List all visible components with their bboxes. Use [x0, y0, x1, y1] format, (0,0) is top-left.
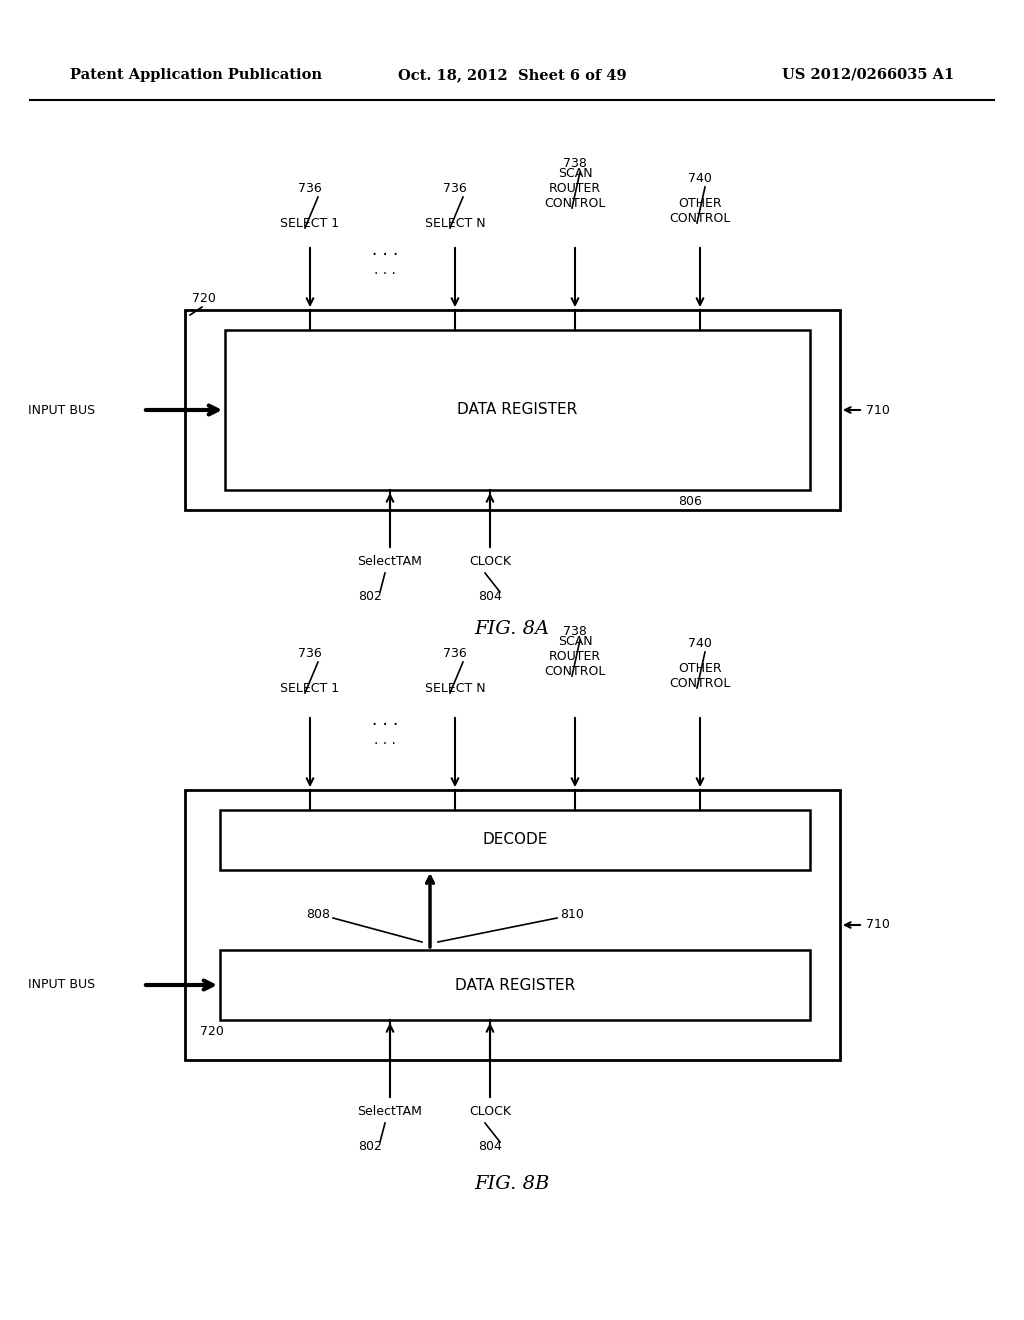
Text: 802: 802 — [358, 590, 382, 603]
Text: . . .: . . . — [374, 263, 396, 277]
Text: 710: 710 — [866, 404, 890, 417]
Text: 804: 804 — [478, 1140, 502, 1152]
Text: 804: 804 — [478, 590, 502, 603]
Text: 720: 720 — [193, 292, 216, 305]
Text: SELECT 1: SELECT 1 — [281, 682, 340, 696]
Text: . . .: . . . — [372, 242, 398, 259]
Text: FIG. 8B: FIG. 8B — [474, 1175, 550, 1193]
Bar — [185, 310, 840, 510]
Text: FIG. 8A: FIG. 8A — [474, 620, 550, 638]
Text: 720: 720 — [200, 1026, 224, 1038]
Text: SELECT N: SELECT N — [425, 216, 485, 230]
Text: 806: 806 — [678, 495, 701, 508]
Text: INPUT BUS: INPUT BUS — [28, 404, 95, 417]
Text: OTHER
CONTROL: OTHER CONTROL — [670, 197, 731, 224]
Text: . . .: . . . — [374, 733, 396, 747]
Text: CLOCK: CLOCK — [469, 1105, 511, 1118]
Text: DATA REGISTER: DATA REGISTER — [455, 978, 575, 993]
Text: 736: 736 — [298, 647, 322, 660]
Text: OTHER
CONTROL: OTHER CONTROL — [670, 663, 731, 690]
Text: SCAN
ROUTER
CONTROL: SCAN ROUTER CONTROL — [545, 635, 605, 678]
Text: 802: 802 — [358, 1140, 382, 1152]
Text: 740: 740 — [688, 172, 712, 185]
Text: DATA REGISTER: DATA REGISTER — [458, 403, 578, 417]
Text: US 2012/0266035 A1: US 2012/0266035 A1 — [781, 69, 954, 82]
Bar — [185, 789, 840, 1060]
Text: 710: 710 — [866, 919, 890, 932]
Text: 736: 736 — [443, 182, 467, 195]
Text: 738: 738 — [563, 624, 587, 638]
Text: Patent Application Publication: Patent Application Publication — [70, 69, 322, 82]
Text: DECODE: DECODE — [482, 833, 548, 847]
Text: 740: 740 — [688, 638, 712, 649]
Text: 810: 810 — [560, 908, 584, 921]
Text: SelectTAM: SelectTAM — [357, 1105, 423, 1118]
Text: 736: 736 — [443, 647, 467, 660]
Text: Oct. 18, 2012  Sheet 6 of 49: Oct. 18, 2012 Sheet 6 of 49 — [397, 69, 627, 82]
Text: CLOCK: CLOCK — [469, 554, 511, 568]
Text: SELECT N: SELECT N — [425, 682, 485, 696]
Bar — [220, 810, 810, 870]
Bar — [220, 950, 810, 1020]
Text: SELECT 1: SELECT 1 — [281, 216, 340, 230]
Text: 736: 736 — [298, 182, 322, 195]
Text: SCAN
ROUTER
CONTROL: SCAN ROUTER CONTROL — [545, 168, 605, 210]
Text: 808: 808 — [306, 908, 330, 921]
Text: 738: 738 — [563, 157, 587, 170]
Text: SelectTAM: SelectTAM — [357, 554, 423, 568]
Text: . . .: . . . — [372, 711, 398, 729]
Text: INPUT BUS: INPUT BUS — [28, 978, 95, 991]
Bar — [225, 330, 810, 490]
